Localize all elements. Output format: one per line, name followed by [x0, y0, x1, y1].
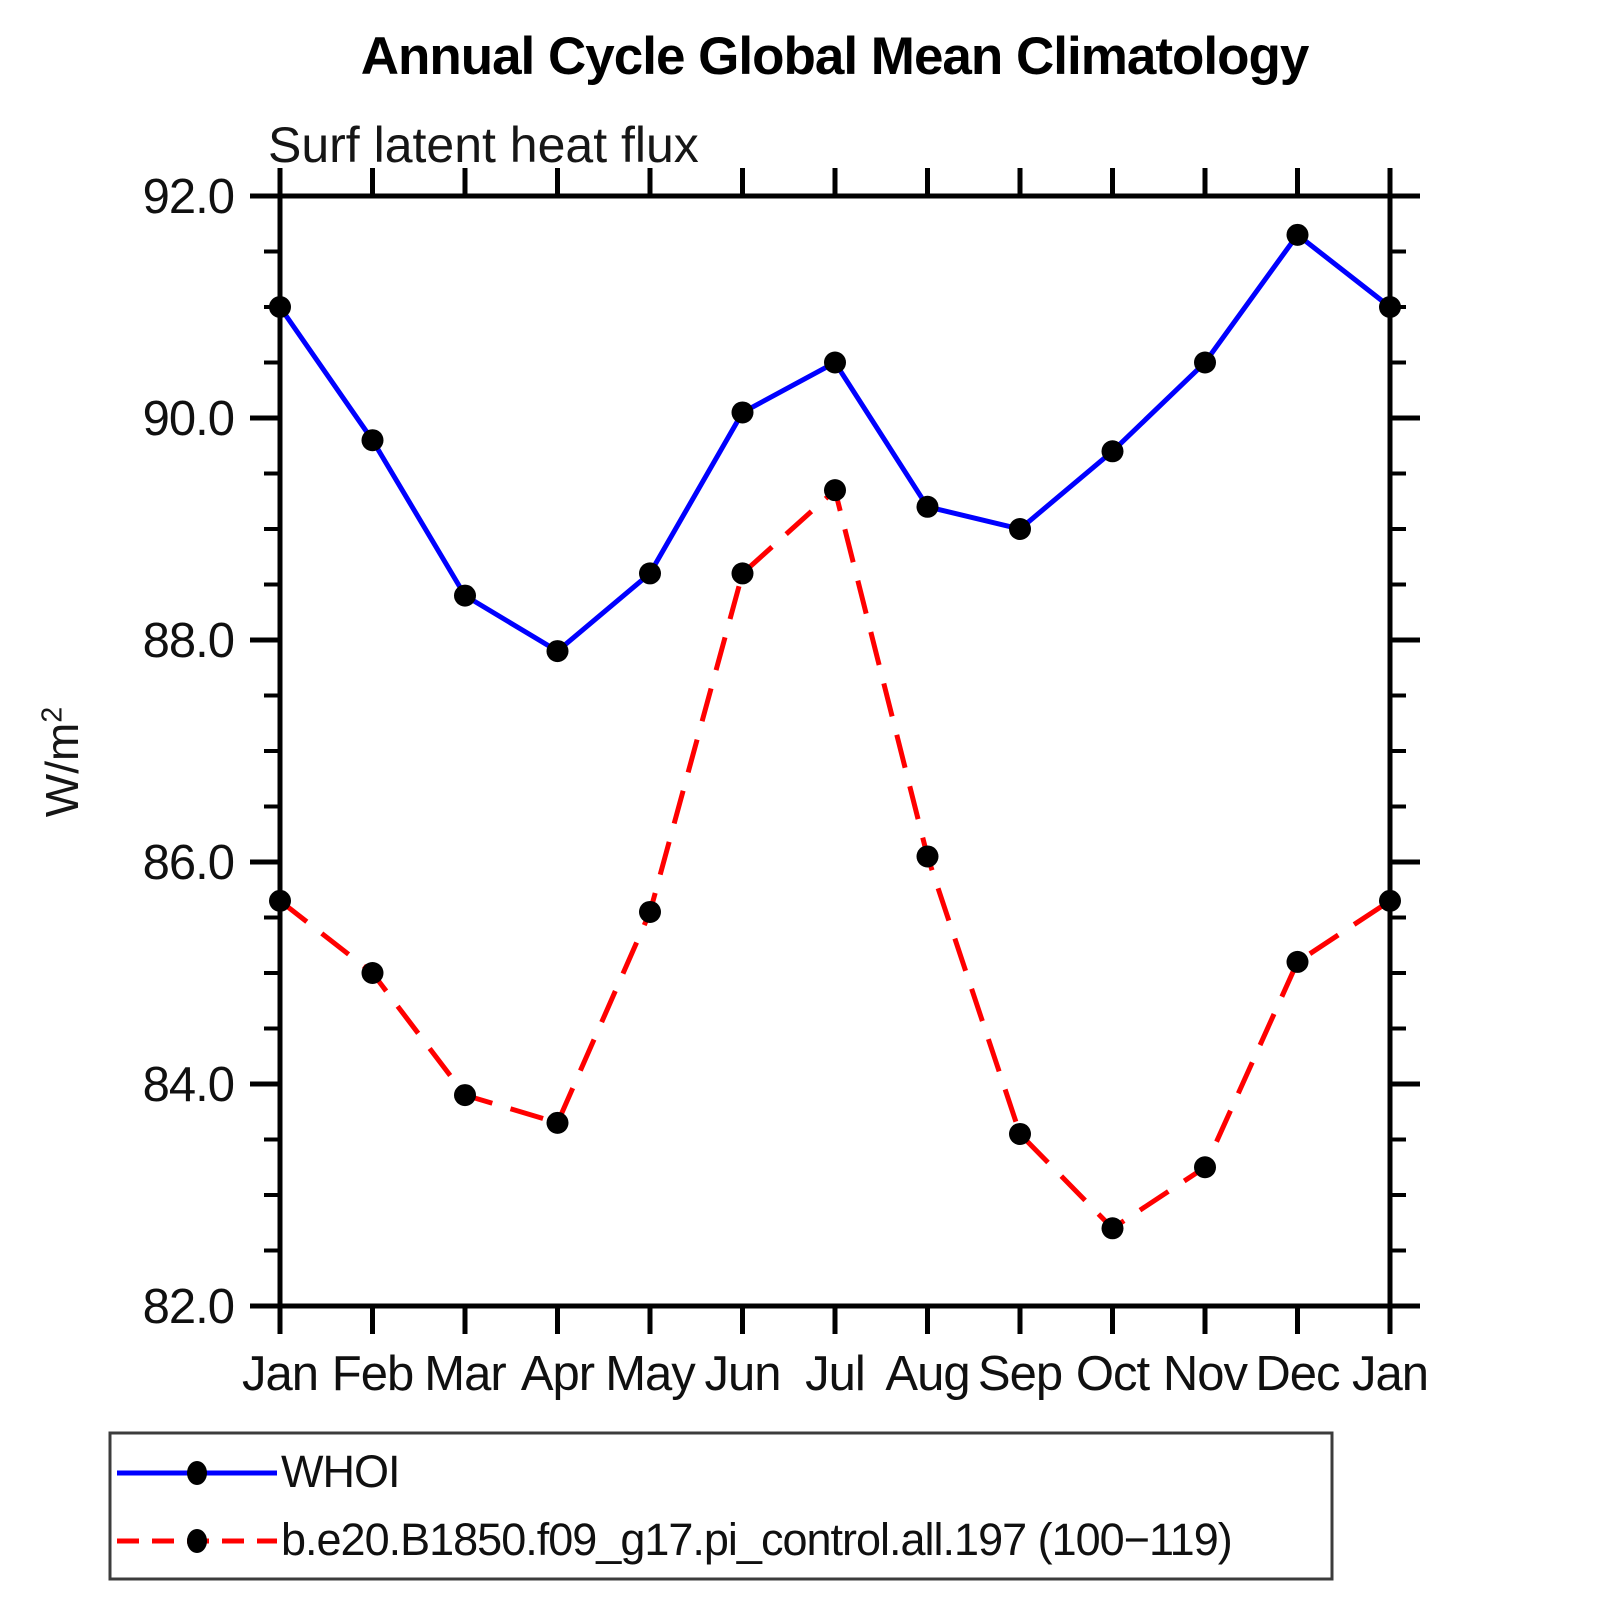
data-point-marker [1194, 351, 1216, 374]
legend-label-whoi: WHOI [281, 1445, 400, 1497]
data-point-marker [1101, 1217, 1124, 1240]
x-tick-label: Dec [1255, 1347, 1340, 1401]
x-tick-label: May [605, 1347, 696, 1401]
x-tick-label: Oct [1076, 1347, 1151, 1401]
data-point-marker [546, 1111, 569, 1134]
data-point-marker [546, 640, 569, 663]
y-tick-label: 88.0 [143, 614, 234, 668]
series-line-whoi [277, 231, 1392, 655]
data-point-marker [1009, 1122, 1031, 1145]
data-point-marker [361, 429, 384, 452]
chart-title: Annual Cycle Global Mean Climatology [360, 27, 1310, 86]
data-point-marker [1009, 518, 1031, 540]
legend-sample-marker [187, 1529, 207, 1553]
x-tick-label: Jun [704, 1347, 780, 1401]
y-tick-label: 82.0 [143, 1280, 234, 1334]
data-point-marker [1194, 1156, 1216, 1179]
data-point-marker [1286, 223, 1309, 246]
data-point-marker [731, 562, 754, 585]
data-point-marker [269, 889, 291, 912]
x-tick-label: Sep [978, 1347, 1062, 1401]
x-tick-label: Jan [242, 1347, 318, 1401]
data-point-marker [454, 584, 476, 607]
data-point-marker [361, 962, 384, 984]
data-point-marker [639, 900, 661, 923]
legend-box [108, 1431, 1334, 1581]
data-point-marker [1379, 296, 1401, 318]
x-tick-label: Jul [805, 1347, 865, 1401]
chart-subtitle: Surf latent heat flux [268, 117, 699, 173]
data-point-marker [731, 401, 754, 424]
x-tick-label: Feb [332, 1347, 413, 1401]
data-point-marker [1379, 889, 1401, 912]
x-tick-label: Apr [521, 1347, 595, 1401]
data-point-marker [824, 351, 846, 374]
data-point-marker [1286, 950, 1309, 973]
data-point-marker [824, 479, 846, 502]
x-tick-label: Aug [885, 1347, 969, 1401]
x-tick-label: Nov [1163, 1347, 1249, 1401]
y-tick-label: 86.0 [143, 836, 234, 890]
data-point-marker [916, 845, 939, 868]
legend-sample-marker [187, 1461, 207, 1485]
y-tick-label: 84.0 [143, 1058, 234, 1112]
y-tick-label: 92.0 [143, 170, 234, 224]
legend-label-model: b.e20.B1850.f09_g17.pi_control.all.197 (… [281, 1513, 1233, 1565]
data-point-marker [454, 1084, 476, 1107]
series-line-model [278, 485, 1392, 1232]
data-point-marker [269, 296, 291, 318]
data-point-marker [916, 495, 939, 518]
y-tick-label: 90.0 [143, 392, 234, 446]
x-tick-label: Mar [424, 1347, 506, 1401]
data-point-marker [639, 562, 661, 585]
x-tick-label: Jan [1352, 1347, 1428, 1401]
data-point-marker [1101, 440, 1124, 463]
